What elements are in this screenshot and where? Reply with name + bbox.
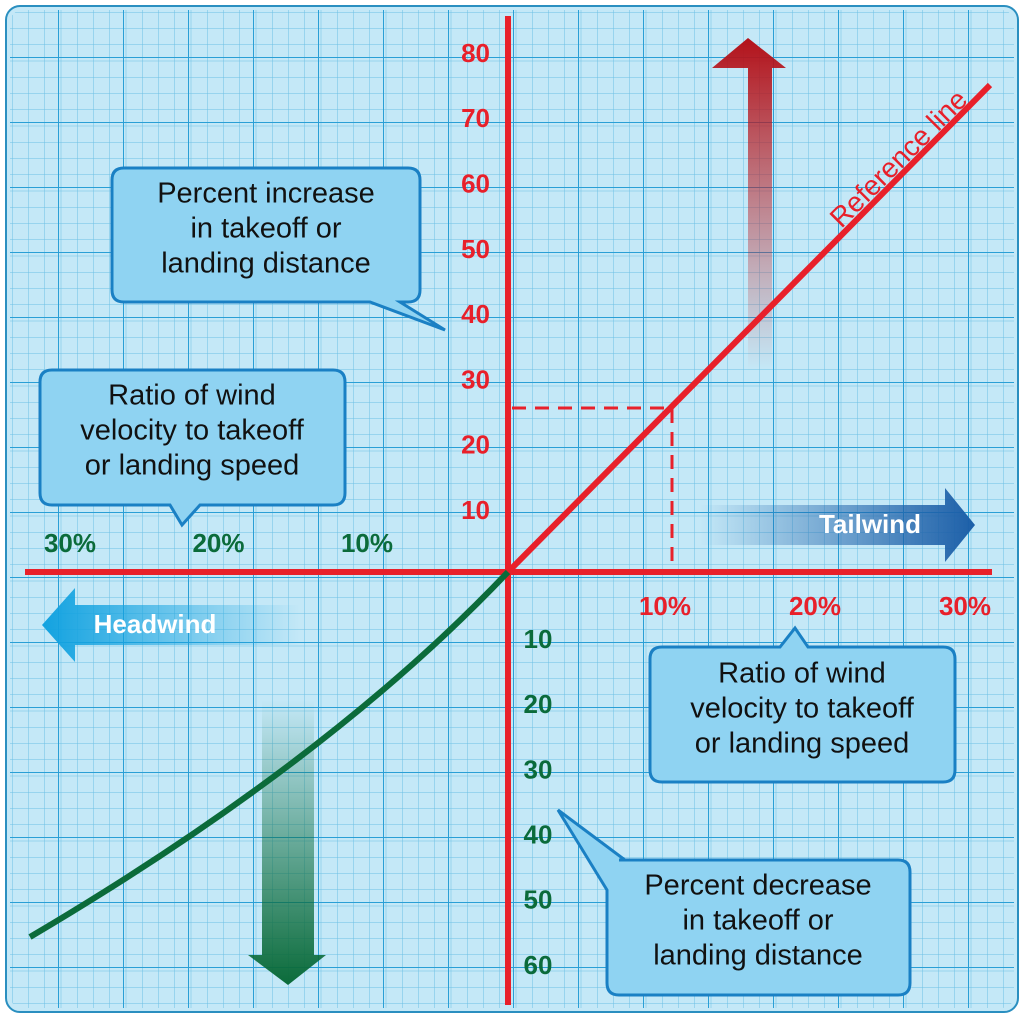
decrease-arrow xyxy=(248,700,326,985)
right-tick-label: 20% xyxy=(789,591,841,621)
callout-text: landing distance xyxy=(161,248,371,280)
headwind-curve xyxy=(28,569,511,940)
callout-text: velocity to takeoff xyxy=(80,415,304,447)
down-tick-label: 10 xyxy=(524,624,553,654)
up-tick-label: 50 xyxy=(461,234,490,264)
callout-text: Percent decrease xyxy=(644,870,871,902)
callouts xyxy=(38,166,957,997)
right-tick-label: 30% xyxy=(939,591,991,621)
callout-text: Ratio of wind xyxy=(108,380,276,412)
up-tick-label: 60 xyxy=(461,168,490,198)
callout-text: in takeoff or xyxy=(682,905,833,937)
up-tick-label: 40 xyxy=(461,299,490,329)
increase-arrow xyxy=(712,38,786,370)
dashed-guide xyxy=(512,406,674,572)
callout-text: Percent increase xyxy=(157,178,375,210)
callout-text: landing distance xyxy=(653,940,863,972)
headwind-label: Headwind xyxy=(94,609,217,639)
down-tick-label: 60 xyxy=(524,950,553,980)
tailwind-arrow xyxy=(700,488,975,562)
headwind-arrow xyxy=(42,588,300,662)
callout-text: or landing speed xyxy=(85,450,299,482)
callout-box xyxy=(648,625,957,784)
callout-text: velocity to takeoff xyxy=(690,693,914,725)
callout-text: in takeoff or xyxy=(190,213,341,245)
down-tick-label: 20 xyxy=(524,689,553,719)
callout-box xyxy=(556,808,912,997)
callout-box xyxy=(110,166,446,332)
up-tick-label: 70 xyxy=(461,103,490,133)
up-tick-label: 10 xyxy=(461,495,490,525)
down-tick-label: 40 xyxy=(524,819,553,849)
reference-line xyxy=(505,82,993,575)
up-tick-label: 30 xyxy=(461,364,490,394)
right-tick-label: 10% xyxy=(639,591,691,621)
up-tick-label: 80 xyxy=(461,38,490,68)
down-tick-label: 30 xyxy=(524,754,553,784)
up-tick-label: 20 xyxy=(461,430,490,460)
left-tick-label: 30% xyxy=(44,528,96,558)
left-tick-label: 10% xyxy=(341,528,393,558)
callout-text: Ratio of wind xyxy=(718,658,886,690)
callout-box xyxy=(38,368,347,528)
tailwind-label: Tailwind xyxy=(819,509,921,539)
down-tick-label: 50 xyxy=(524,885,553,915)
callout-text: or landing speed xyxy=(695,728,909,760)
left-tick-label: 20% xyxy=(192,528,244,558)
